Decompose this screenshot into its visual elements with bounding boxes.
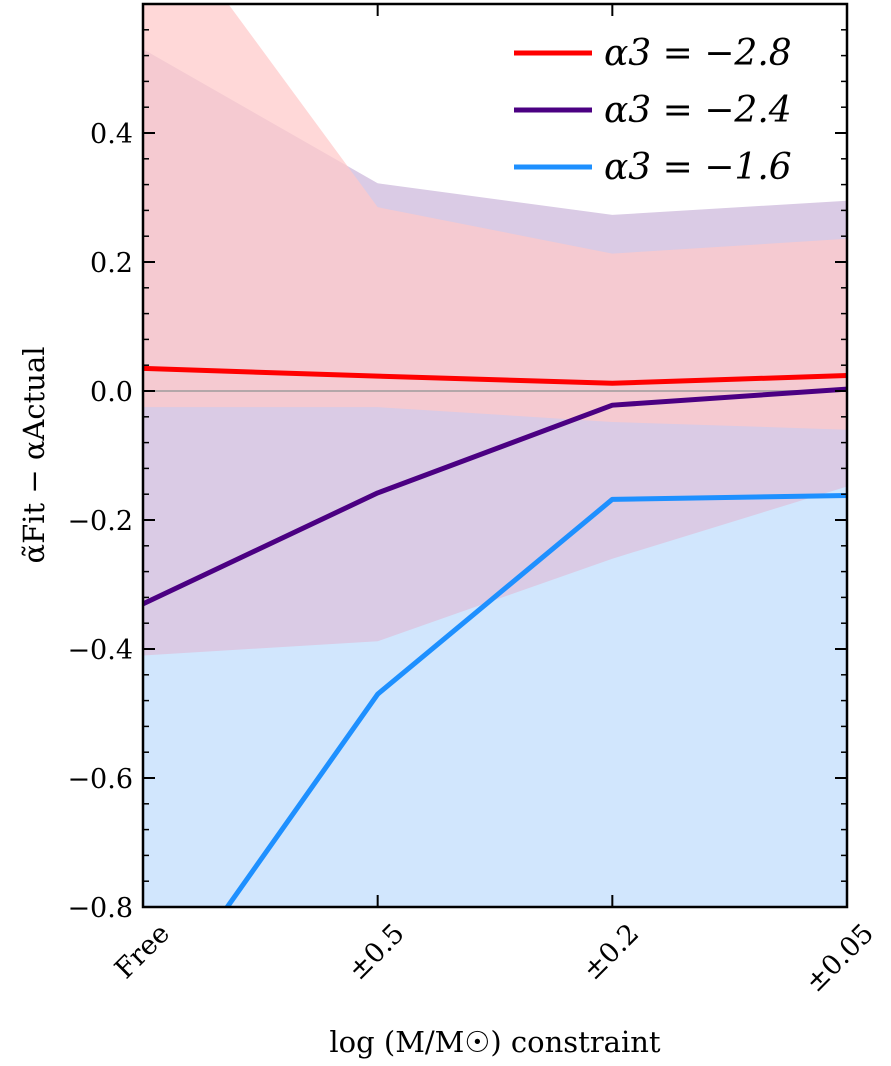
y-tick-label: −0.4 xyxy=(67,635,133,666)
x-tick-label: Free xyxy=(109,918,176,985)
y-tick-label: 0.0 xyxy=(90,377,133,408)
x-tick-label: ±0.5 xyxy=(342,918,410,986)
y-tick-label: −0.6 xyxy=(67,764,133,795)
series-lines xyxy=(143,365,847,907)
y-tick-labels: −0.8 −0.6 −0.4 −0.2 0.0 0.2 0.4 xyxy=(67,119,133,924)
axis-ticks xyxy=(142,4,848,908)
y-tick-label: −0.8 xyxy=(67,893,133,924)
y-tick-label: 0.4 xyxy=(90,119,133,150)
y-axis-label: α̃Fit − αActual xyxy=(17,346,51,563)
series-line-3 xyxy=(224,492,847,907)
y-tick-label: 0.2 xyxy=(90,248,133,279)
x-tick-labels: Free ±0.5 ±0.2 ±0.05 xyxy=(109,918,880,998)
series-line-1 xyxy=(143,365,847,386)
x-axis-label: log (M/M☉) constraint xyxy=(329,1025,661,1059)
legend-label: α3 = −2.8 xyxy=(604,33,792,74)
x-tick-label: ±0.05 xyxy=(800,918,880,998)
legend-label: α3 = −2.4 xyxy=(604,90,792,131)
band-1 xyxy=(143,4,847,430)
legend-label: α3 = −1.6 xyxy=(604,147,792,188)
legend: α3 = −2.8 α3 = −2.4 α3 = −1.6 xyxy=(514,33,792,188)
x-tick-label: ±0.2 xyxy=(577,918,645,986)
y-tick-label: −0.2 xyxy=(67,506,133,537)
plot-frame xyxy=(141,2,849,909)
series-line-2 xyxy=(143,386,847,607)
confidence-bands xyxy=(143,4,847,907)
